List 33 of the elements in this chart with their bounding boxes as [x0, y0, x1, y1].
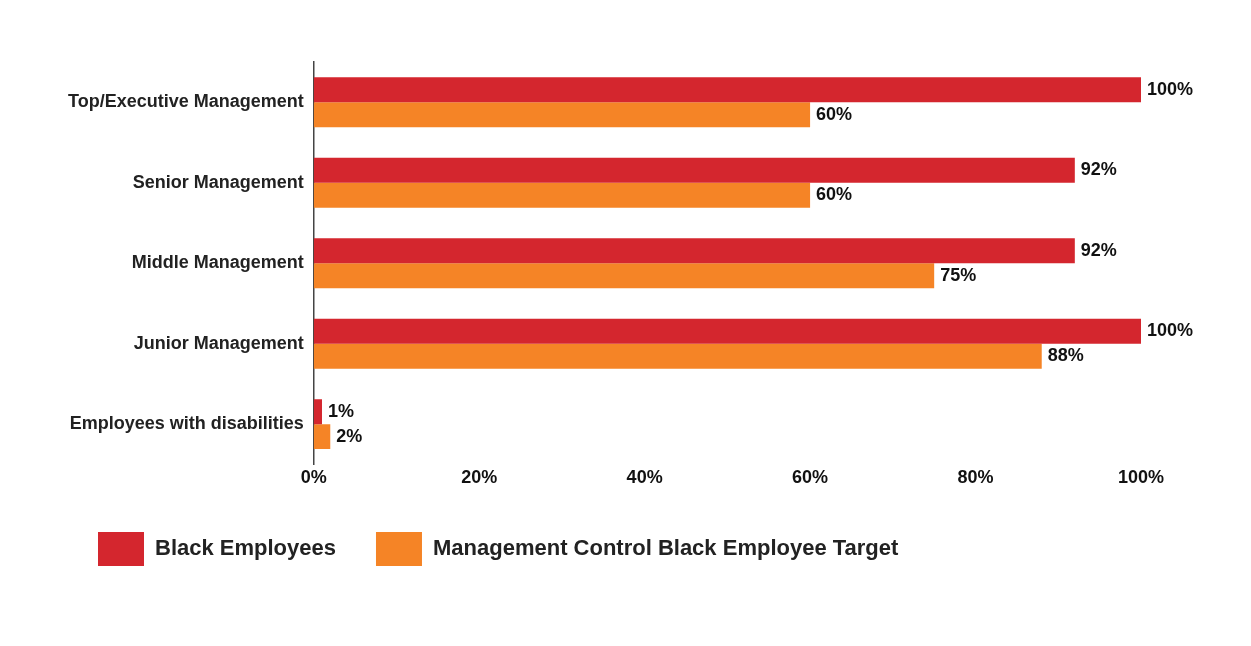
bar: [313, 182, 811, 208]
bar: [313, 399, 322, 425]
y-tick-label: Junior Management: [133, 332, 304, 353]
data-label: 100%: [1147, 78, 1194, 99]
data-label: 2%: [336, 425, 363, 446]
bar: [313, 238, 1075, 264]
y-tick-label: Top/Executive Management: [67, 91, 304, 112]
data-label: 92%: [1080, 239, 1117, 260]
bar: [313, 157, 1075, 183]
bar: [313, 343, 1042, 369]
x-tick-label: 0%: [300, 467, 327, 488]
y-tick-label: Senior Management: [132, 171, 304, 192]
data-label: 88%: [1047, 345, 1084, 366]
legend-label: Black Employees: [155, 535, 336, 561]
data-label: 75%: [940, 264, 977, 285]
x-tick-label: 40%: [626, 467, 663, 488]
bar: [313, 263, 935, 289]
x-tick-label: 60%: [792, 467, 829, 488]
bar: [313, 102, 811, 128]
data-label: 60%: [816, 103, 853, 124]
data-label: 60%: [816, 184, 853, 205]
bar: [313, 318, 1141, 344]
data-label: 100%: [1147, 320, 1194, 341]
bar: [313, 77, 1141, 103]
data-label: 1%: [328, 400, 355, 421]
legend-label: Management Control Black Employee Target: [432, 535, 900, 561]
bar: [313, 424, 331, 450]
data-label: 92%: [1080, 159, 1117, 180]
x-tick-label: 20%: [461, 467, 498, 488]
x-tick-label: 80%: [957, 467, 994, 488]
y-tick-label: Middle Management: [131, 252, 304, 273]
y-tick-label: Employees with disabilities: [69, 413, 304, 434]
x-tick-label: 100%: [1117, 467, 1165, 488]
